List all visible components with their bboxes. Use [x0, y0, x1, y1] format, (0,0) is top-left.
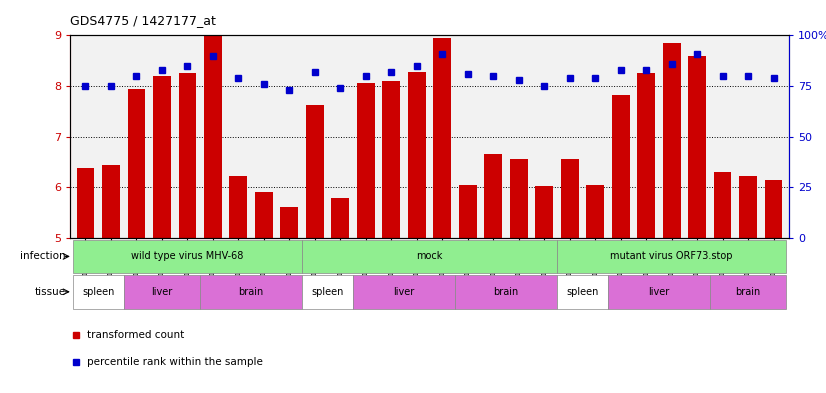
Text: wild type virus MHV-68: wild type virus MHV-68	[131, 252, 244, 261]
Text: brain: brain	[239, 287, 263, 297]
Text: mutant virus ORF73.stop: mutant virus ORF73.stop	[610, 252, 733, 261]
Bar	[434, 38, 451, 238]
Bar	[102, 165, 120, 238]
Text: infection: infection	[21, 252, 66, 261]
Text: spleen: spleen	[567, 287, 599, 297]
Bar	[408, 72, 425, 238]
Bar	[455, 275, 557, 309]
Bar	[73, 240, 302, 273]
Bar	[124, 275, 200, 309]
Bar	[178, 73, 197, 238]
Bar	[458, 185, 477, 238]
Bar	[382, 81, 401, 238]
Bar	[557, 240, 786, 273]
Bar	[204, 37, 222, 238]
Bar	[510, 159, 528, 238]
Bar	[73, 275, 124, 309]
Bar	[331, 198, 349, 238]
Bar	[765, 180, 782, 238]
Bar	[281, 208, 298, 238]
Text: brain: brain	[735, 287, 761, 297]
Bar	[710, 275, 786, 309]
Bar	[561, 159, 578, 238]
Text: liver: liver	[151, 287, 173, 297]
Bar	[608, 275, 710, 309]
Text: brain: brain	[493, 287, 519, 297]
Bar	[153, 76, 171, 238]
Bar	[586, 185, 604, 238]
Bar	[230, 176, 247, 238]
Bar	[302, 240, 557, 273]
Bar	[302, 275, 353, 309]
Text: liver: liver	[393, 287, 415, 297]
Bar	[306, 105, 324, 238]
Bar	[688, 55, 706, 238]
Bar	[484, 154, 502, 238]
Text: tissue: tissue	[35, 287, 66, 297]
Bar	[200, 275, 302, 309]
Bar	[77, 168, 94, 238]
Text: liver: liver	[648, 287, 670, 297]
Text: spleen: spleen	[311, 287, 344, 297]
Bar	[535, 186, 553, 238]
Bar	[127, 89, 145, 238]
Bar	[557, 275, 608, 309]
Bar	[637, 73, 655, 238]
Bar	[739, 176, 757, 238]
Text: transformed count: transformed count	[87, 330, 184, 340]
Text: percentile rank within the sample: percentile rank within the sample	[87, 356, 263, 367]
Bar	[255, 192, 273, 238]
Bar	[353, 275, 455, 309]
Bar	[662, 43, 681, 238]
Bar	[357, 83, 375, 238]
Text: spleen: spleen	[82, 287, 115, 297]
Bar	[612, 95, 629, 238]
Text: mock: mock	[416, 252, 443, 261]
Bar	[714, 172, 732, 238]
Text: GDS4775 / 1427177_at: GDS4775 / 1427177_at	[70, 15, 216, 28]
